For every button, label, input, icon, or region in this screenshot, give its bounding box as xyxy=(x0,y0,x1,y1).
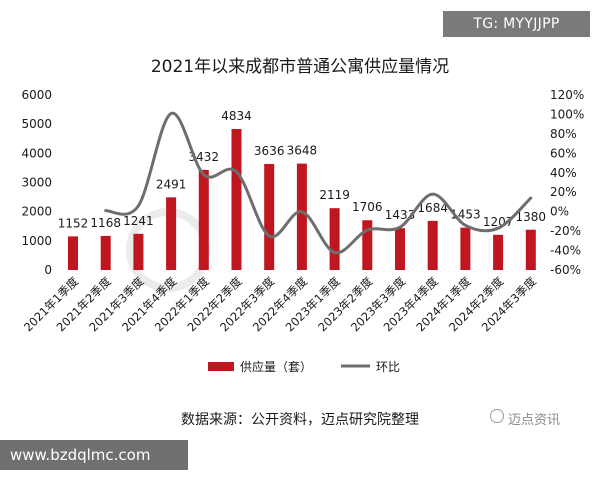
left-tick-label: 2000 xyxy=(21,205,52,219)
x-axis: 2021年1季度2021年2季度2021年3季度2021年4季度2022年1季度… xyxy=(21,274,539,335)
bar xyxy=(166,197,177,270)
right-tick-label: 100% xyxy=(550,107,584,121)
line-point xyxy=(137,205,139,207)
line-point xyxy=(432,193,434,195)
bar xyxy=(264,163,275,270)
legend: 供应量（套） 环比 xyxy=(208,359,400,374)
bar xyxy=(460,227,471,270)
left-tick-label: 4000 xyxy=(21,146,52,160)
left-tick-label: 6000 xyxy=(21,88,52,102)
bar xyxy=(329,208,340,270)
line-point xyxy=(105,210,107,212)
bar-value-label: 3648 xyxy=(287,144,318,158)
bar-value-label: 1207 xyxy=(483,215,514,229)
bar xyxy=(525,229,536,270)
right-tick-label: 120% xyxy=(550,88,584,102)
bar-value-label: 4834 xyxy=(221,109,252,123)
left-tick-label: 0 xyxy=(44,263,52,277)
line-point xyxy=(399,226,401,228)
legend-swatch-bar xyxy=(208,362,234,371)
right-tick-label: -20% xyxy=(550,224,581,238)
bar-value-label: 1684 xyxy=(417,201,448,215)
line-point xyxy=(170,112,172,114)
bar-value-label: 1168 xyxy=(90,216,121,230)
line-group xyxy=(104,111,533,255)
left-tick-label: 3000 xyxy=(21,176,52,190)
line-point xyxy=(464,224,466,226)
bar-value-label: 2119 xyxy=(319,188,350,202)
source-text: 数据来源：公开资料，迈点研究院整理 xyxy=(181,412,419,428)
left-tick-label: 1000 xyxy=(21,234,52,248)
bar-value-label: 1241 xyxy=(123,214,154,228)
right-tick-label: 0% xyxy=(550,205,569,219)
right-tick-label: 40% xyxy=(550,166,577,180)
bar xyxy=(296,163,307,270)
bar xyxy=(198,169,209,270)
bar xyxy=(100,235,111,270)
left-tick-label: 5000 xyxy=(21,117,52,131)
right-tick-label: 60% xyxy=(550,146,577,160)
right-tick-label: -40% xyxy=(550,244,581,258)
at-sign-icon xyxy=(490,409,504,423)
bar xyxy=(133,233,144,270)
bar xyxy=(395,228,405,270)
bar-value-label: 3636 xyxy=(254,144,285,158)
right-tick-label: -60% xyxy=(550,263,581,277)
bar xyxy=(231,129,242,270)
line-point xyxy=(530,197,532,199)
chart-title: 2021年以来成都市普通公寓供应量情况 xyxy=(150,57,450,77)
bar-value-label: 1380 xyxy=(516,210,547,224)
bar xyxy=(427,220,438,270)
line-point xyxy=(268,235,270,237)
line-point xyxy=(301,211,303,213)
bar xyxy=(68,236,78,270)
line-point xyxy=(236,171,237,173)
bar-value-label: 1152 xyxy=(58,216,89,230)
tg-badge: TG: MYYJJPP xyxy=(443,11,590,37)
right-axis: -60% -40% -20% 0% 20% 40% 60% 80% 100% 120% xyxy=(550,88,584,277)
legend-label-bar: 供应量（套） xyxy=(240,359,312,374)
line-point xyxy=(497,227,499,229)
line-point xyxy=(366,229,368,231)
right-tick-label: 20% xyxy=(550,185,577,199)
bar-value-label: 2491 xyxy=(156,177,187,191)
bar xyxy=(362,220,373,270)
left-axis: 0 1000 2000 3000 4000 5000 6000 xyxy=(21,88,52,277)
line-point xyxy=(334,252,336,253)
bar-value-label: 1706 xyxy=(352,200,383,214)
right-tick-label: 80% xyxy=(550,127,577,141)
legend-label-line: 环比 xyxy=(376,360,400,374)
line-point xyxy=(203,174,205,176)
bars-group xyxy=(68,129,536,270)
bar xyxy=(493,234,504,270)
url-badge: www.bzdqlmc.com xyxy=(0,440,188,470)
watermark-label: 迈点资讯 xyxy=(508,413,561,428)
